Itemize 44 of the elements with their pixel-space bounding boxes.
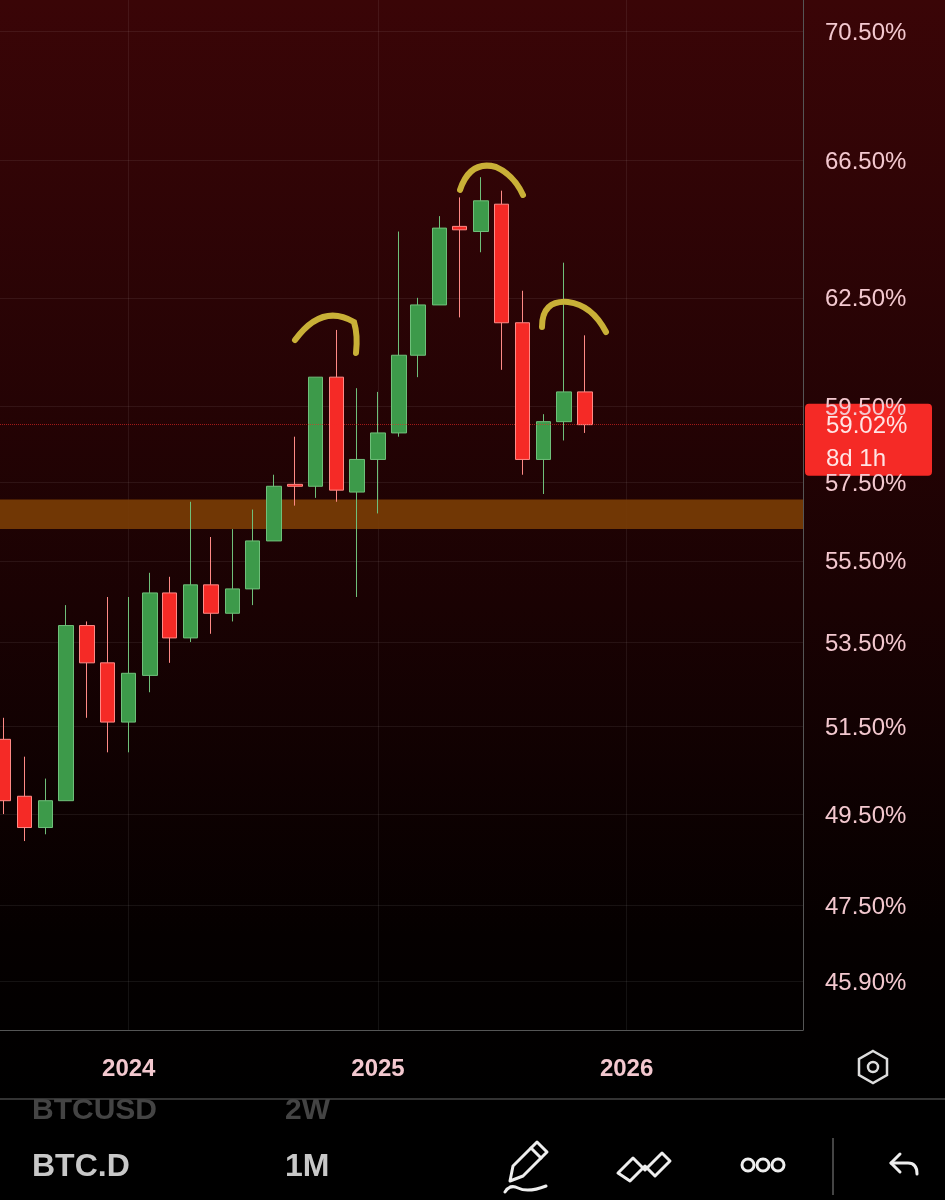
candlestick: [577, 334, 593, 434]
candlestick: [79, 620, 95, 719]
candlestick: [162, 576, 177, 664]
x-tick-label: 2025: [351, 1053, 405, 1081]
y-tick-label: 53.50%: [825, 628, 907, 656]
candlestick: [536, 413, 551, 495]
text: 1M: [285, 1147, 330, 1184]
candlestick: [121, 596, 136, 753]
candlestick: [203, 536, 219, 635]
y-tick-label: 47.50%: [825, 891, 907, 919]
candlestick: [225, 528, 240, 622]
y-tick-label: 66.50%: [825, 146, 907, 174]
candlestick: [245, 509, 260, 606]
candlestick: [452, 196, 467, 318]
candlestick: [329, 329, 344, 503]
candlestick: [17, 756, 32, 842]
text: 2W: [285, 1092, 330, 1126]
candlestick: [142, 572, 158, 693]
candlestick: [58, 604, 74, 802]
x-tick-label: 2024: [102, 1053, 157, 1081]
y-tick-label: 51.50%: [825, 712, 907, 740]
candlestick: [370, 391, 386, 514]
x-tick-label: 2026: [599, 1053, 654, 1081]
candlestick: [287, 436, 303, 507]
y-tick-label: 45.90%: [825, 967, 907, 995]
text: BTCUSD: [32, 1092, 157, 1126]
candlestick: [410, 297, 426, 378]
candlestick: [473, 176, 489, 253]
candlestick: [391, 231, 407, 438]
text: BTC.D: [32, 1147, 130, 1184]
y-tick-label: 62.50%: [825, 284, 907, 312]
candlestick: [183, 501, 198, 643]
y-tick-label: 49.50%: [825, 800, 907, 828]
candlestick: [308, 376, 323, 499]
candlestick: [349, 387, 365, 598]
candlestick: [100, 596, 115, 753]
candlestick: [494, 190, 509, 371]
y-tick-label: 55.50%: [825, 547, 907, 575]
candlestick: [432, 215, 447, 306]
candlestick: [515, 290, 530, 476]
candlestick: [38, 778, 53, 835]
candlestick: [556, 262, 572, 441]
y-tick-label: 70.50%: [825, 17, 907, 45]
candlestick: [266, 474, 282, 542]
